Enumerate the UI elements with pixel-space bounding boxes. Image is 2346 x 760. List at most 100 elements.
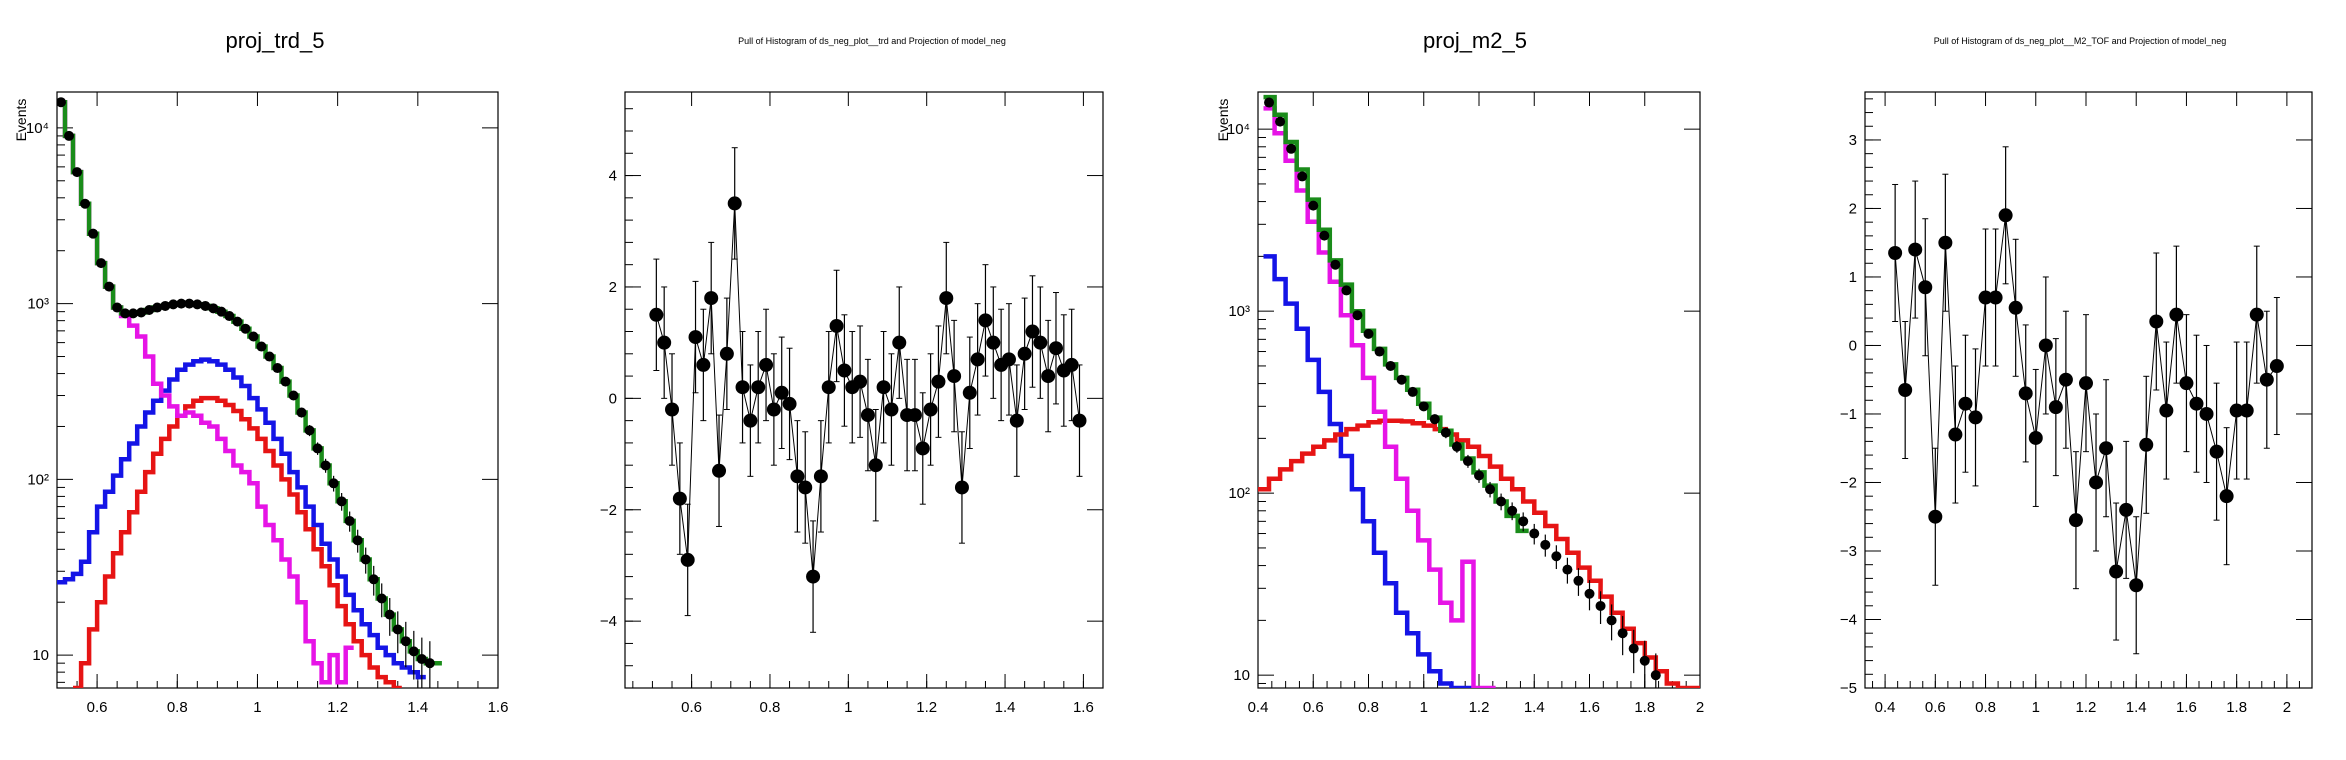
data-point <box>719 346 734 361</box>
data-point <box>160 300 171 311</box>
data-point <box>2109 564 2124 579</box>
data-point <box>1639 655 1650 666</box>
data-point <box>2119 502 2134 517</box>
data-point <box>1898 383 1913 397</box>
y-tick-label: 4 <box>609 168 617 185</box>
series-blue-line <box>1263 254 1474 688</box>
data-point <box>868 458 883 473</box>
data-point <box>256 341 267 352</box>
data-point <box>1033 335 1048 350</box>
data-point <box>280 376 291 387</box>
data-point <box>168 299 179 310</box>
data-point <box>735 380 750 395</box>
data-point <box>1264 97 1275 108</box>
panel-title: proj_trd_5 <box>225 28 324 53</box>
data-point <box>1888 245 1903 260</box>
data-point <box>296 407 307 418</box>
data-point <box>2089 475 2104 490</box>
data-point <box>1968 410 1983 425</box>
data-point <box>400 636 411 647</box>
y-tick-label: 10⁴ <box>1227 121 1250 138</box>
x-tick-label: 1.6 <box>1579 699 1600 716</box>
data-point <box>978 313 993 328</box>
x-tick-label: 1.6 <box>488 699 509 716</box>
y-tick-label: −5 <box>1840 680 1857 697</box>
data-point <box>2239 403 2254 418</box>
x-tick-label: 0.8 <box>1975 699 1996 716</box>
data-point <box>766 402 781 417</box>
plot-area: 0.4 0.6 0.8 1 1.2 1.4 1.6 1.8 2 −5 −4 −3 −2 −1 0 1 2 3 <box>1840 91 2313 716</box>
data-point <box>192 299 203 310</box>
data-point <box>860 408 875 423</box>
data-point <box>947 369 962 384</box>
x-tick-label: 1.6 <box>2176 699 2197 716</box>
data-point <box>806 569 821 584</box>
data-point <box>288 390 299 401</box>
data-point <box>2058 372 2073 387</box>
data-point <box>344 515 355 526</box>
data-point <box>336 496 347 507</box>
x-tick-label: 1.4 <box>1524 699 1545 716</box>
data-point <box>384 609 395 620</box>
data-point <box>892 335 907 350</box>
data-point <box>216 306 227 317</box>
data-point <box>1064 357 1079 372</box>
data-point <box>798 480 813 495</box>
data-point <box>1041 369 1056 384</box>
y-tick-label: 2 <box>1849 200 1857 217</box>
panel-title: Pull of Histogram of ds_neg_plot__trd an… <box>738 36 1006 46</box>
data-point <box>2179 376 2194 391</box>
plot-area: 0.6 0.8 1 1.2 1.4 1.6 −4 −2 0 2 4 <box>600 91 1104 716</box>
data-point <box>1573 575 1584 586</box>
series-magenta-line <box>1263 106 1496 688</box>
data-point <box>931 374 946 389</box>
x-tick-label: 1.8 <box>1634 699 1655 716</box>
panel-trd-pull: Pull of Histogram of ds_neg_plot__trd an… <box>600 36 1104 716</box>
plot-frame <box>1864 91 2313 689</box>
data-point <box>821 380 836 395</box>
data-point <box>312 443 323 454</box>
data-point <box>176 298 187 309</box>
data-point <box>352 535 363 546</box>
data-point <box>1297 171 1308 182</box>
data-point <box>1330 259 1341 270</box>
data-point <box>962 385 977 400</box>
data-point <box>1988 290 2003 305</box>
data-point <box>1319 230 1330 241</box>
x-tick-label: 1 <box>1420 699 1428 716</box>
series-red-line <box>73 395 402 688</box>
y-tick-label: −4 <box>600 613 617 630</box>
data-layer <box>57 97 442 688</box>
panel-proj-m2: proj_m2_5 Events 0.4 0.6 0.8 1 1.2 1.4 1.6 1.8 2… <box>1215 28 1704 716</box>
y-tick-label: 10³ <box>27 296 49 313</box>
data-point <box>751 380 766 395</box>
x-tick-label: 0.6 <box>1925 699 1946 716</box>
data-point <box>672 491 687 506</box>
data-point <box>144 304 155 315</box>
data-point <box>923 402 938 417</box>
data-point <box>1650 670 1661 681</box>
data-point <box>136 307 147 318</box>
data-point <box>884 402 899 417</box>
data-point <box>320 460 331 471</box>
data-point <box>184 298 195 309</box>
data-point <box>1341 285 1352 296</box>
data-point <box>1908 242 1923 257</box>
data-point <box>248 331 259 342</box>
x-tick-label: 0.4 <box>1248 699 1269 716</box>
data-point <box>1396 374 1407 385</box>
panel-m2-pull: Pull of Histogram of ds_neg_plot__M2_TOF… <box>1840 36 2313 716</box>
data-point <box>264 351 275 362</box>
data-point <box>1584 588 1595 599</box>
x-tick-label: 2 <box>1696 699 1704 716</box>
x-tick-label: 1.8 <box>2226 699 2247 716</box>
data-point <box>80 198 91 209</box>
data-point <box>2149 314 2164 329</box>
x-tick-label: 1.4 <box>2126 699 2147 716</box>
data-point <box>1001 352 1016 367</box>
y-tick-label: −2 <box>1840 474 1857 491</box>
data-point <box>2048 400 2063 415</box>
data-point <box>128 308 139 319</box>
data-point <box>2129 578 2144 593</box>
data-point <box>1617 628 1628 639</box>
